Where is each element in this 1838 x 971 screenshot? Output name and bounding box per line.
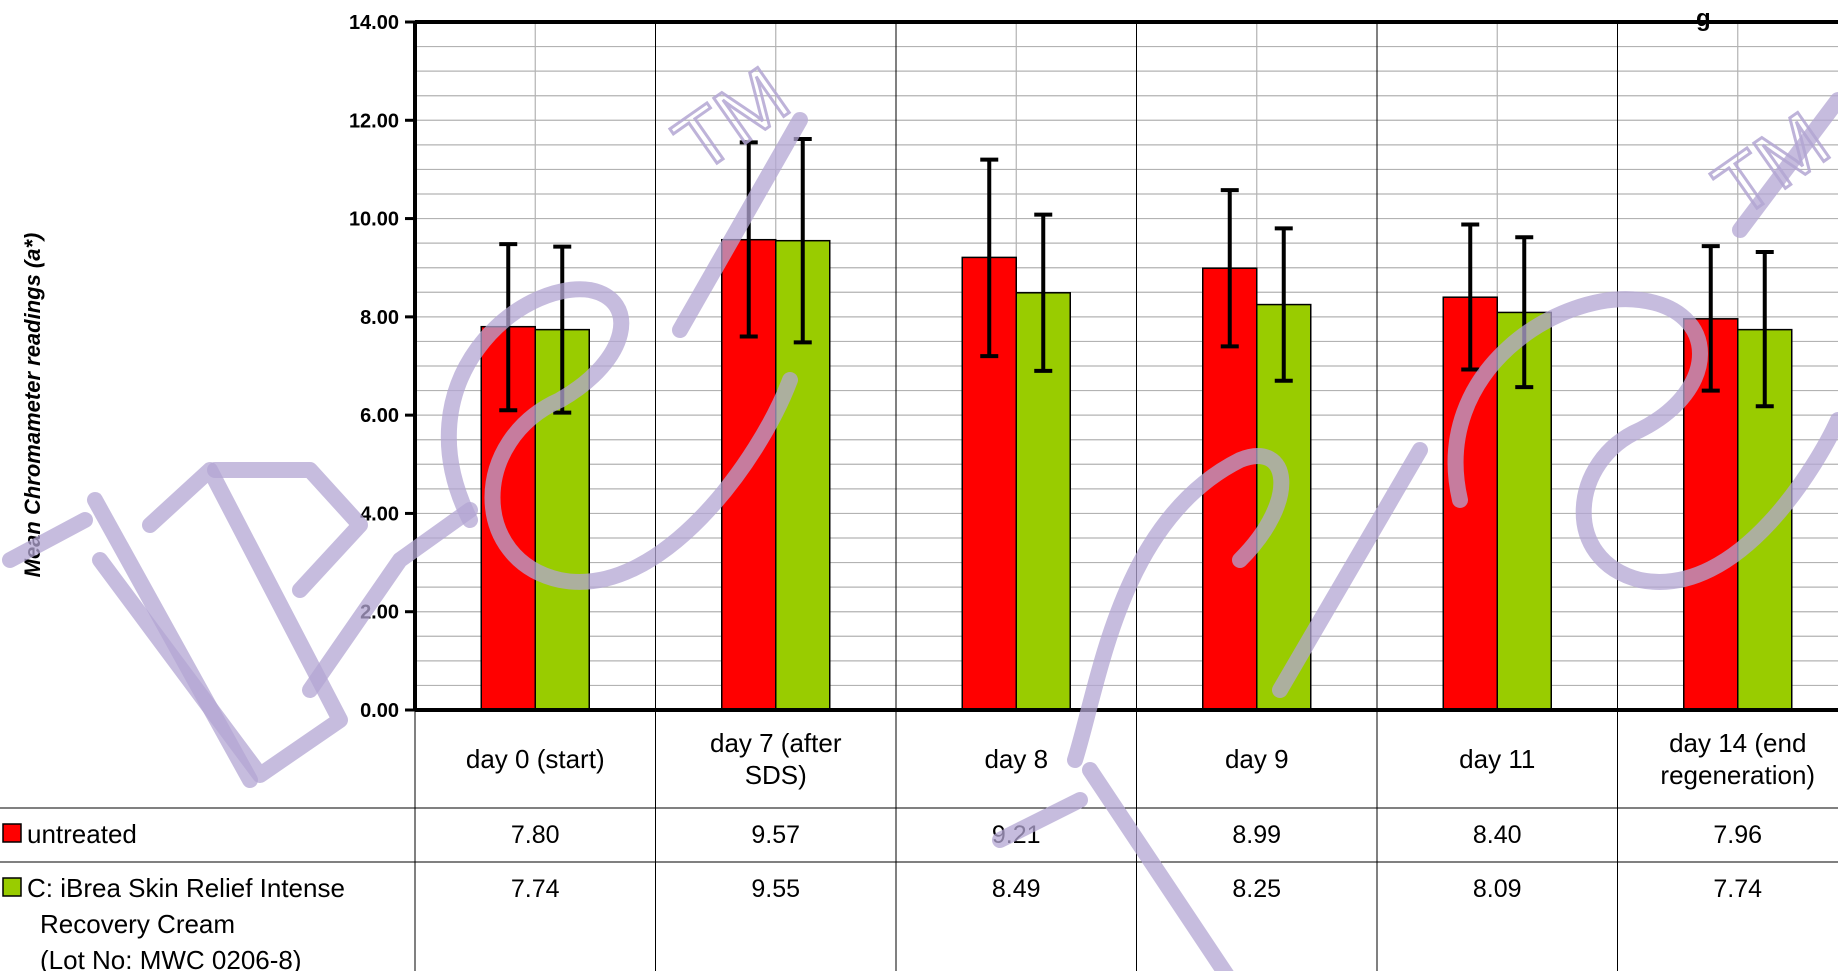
- legend-label: (Lot No: MWC 0206-8): [40, 945, 302, 971]
- data-table-value: 8.99: [1232, 821, 1281, 849]
- category-label: day 14 (end: [1669, 728, 1806, 758]
- category-label: day 11: [1459, 744, 1535, 774]
- watermark-stroke: [207, 462, 368, 598]
- y-tick-label: 10.00: [349, 209, 399, 231]
- data-table-value: 7.80: [511, 821, 560, 849]
- data-table-value: 8.09: [1473, 875, 1522, 903]
- category-label: day 8: [984, 744, 1048, 774]
- data-table-value: 7.96: [1713, 821, 1762, 849]
- legend-swatch: [2, 823, 22, 843]
- data-table-value: 8.49: [992, 875, 1041, 903]
- legend-label: Recovery Cream: [40, 909, 235, 939]
- chart-title-fragment: g: [1696, 5, 1711, 32]
- y-tick-label: 0.00: [360, 700, 399, 722]
- watermark-stroke: [440, 281, 798, 590]
- category-label: day 7 (after: [710, 728, 842, 758]
- watermark-stroke: [1067, 448, 1290, 768]
- category-label: day 9: [1225, 744, 1289, 774]
- watermark-stroke: [992, 792, 1088, 848]
- watermark-stroke: [302, 502, 478, 698]
- y-tick-label: 12.00: [349, 110, 399, 132]
- watermark-layer: TM TM: [2, 48, 1838, 971]
- legend-swatch: [2, 877, 22, 897]
- data-table-value: 8.40: [1473, 821, 1522, 849]
- watermark-stroke: [1082, 762, 1234, 971]
- category-label: regeneration): [1660, 760, 1815, 790]
- bar: [1496, 311, 1552, 711]
- legend-label: untreated: [27, 819, 137, 849]
- y-tick-label: 14.00: [349, 12, 399, 34]
- category-label: day 0 (start): [466, 744, 605, 774]
- y-axis-title: Mean Chromameter readings (a*): [20, 233, 45, 578]
- data-table-value: 7.74: [511, 875, 560, 903]
- watermark-stroke: [672, 112, 808, 338]
- data-table-value: 7.74: [1713, 875, 1762, 903]
- data-table-value: 8.25: [1232, 875, 1281, 903]
- y-tick-label: 8.00: [360, 307, 399, 329]
- watermark-stroke: [92, 462, 348, 783]
- legend-label: C: iBrea Skin Relief Intense: [27, 873, 345, 903]
- y-tick-label: 4.00: [360, 503, 399, 525]
- category-label: SDS): [745, 760, 807, 790]
- watermark-stroke: [2, 512, 93, 568]
- watermark-stroke: [1447, 291, 1838, 590]
- y-tick-label: 6.00: [360, 405, 399, 427]
- watermark-stroke: [1272, 442, 1428, 698]
- data-table-value: 9.55: [751, 875, 800, 903]
- watermark-stroke: [1732, 92, 1838, 238]
- data-table-value: 9.57: [751, 821, 800, 849]
